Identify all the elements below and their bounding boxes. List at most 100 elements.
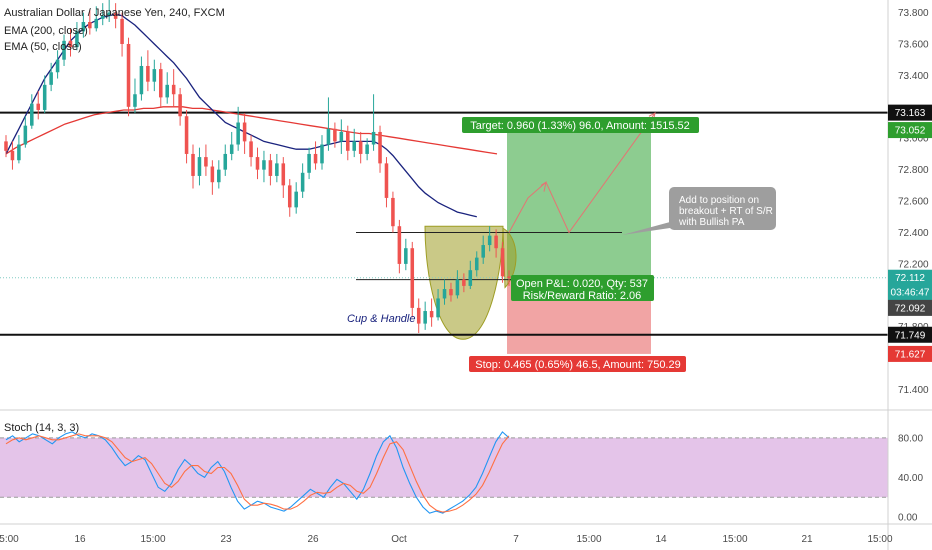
pnl-box[interactable]	[511, 275, 654, 301]
candle[interactable]	[339, 119, 344, 154]
candle[interactable]	[449, 282, 453, 302]
candle[interactable]	[371, 94, 376, 151]
stoch-pane[interactable]	[0, 431, 888, 514]
level-tag[interactable]	[888, 104, 932, 121]
candle[interactable]	[146, 50, 150, 92]
candle[interactable]	[481, 235, 485, 264]
candle[interactable]	[236, 106, 240, 151]
candle[interactable]	[158, 62, 163, 107]
candle[interactable]	[287, 179, 292, 217]
candle[interactable]	[455, 270, 460, 299]
time-axis[interactable]: 5:00 16 15:00 23 26 Oct 7 15:00 14 15:00 21 15:00	[0, 534, 893, 545]
candle[interactable]	[171, 69, 176, 107]
candle[interactable]	[55, 50, 60, 79]
candle[interactable]	[352, 128, 357, 158]
candle[interactable]	[165, 72, 169, 104]
candle[interactable]	[223, 144, 228, 176]
candle[interactable]	[100, 3, 105, 26]
candle[interactable]	[397, 219, 402, 274]
candle[interactable]	[384, 157, 389, 208]
candle[interactable]	[320, 135, 324, 170]
candle[interactable]	[275, 153, 279, 183]
candle[interactable]	[4, 135, 8, 158]
candle[interactable]	[468, 260, 473, 290]
stoch-legend[interactable]: Stoch (14, 3, 3)	[4, 422, 79, 434]
candle[interactable]	[88, 9, 92, 35]
candle[interactable]	[423, 301, 427, 330]
candle[interactable]	[23, 116, 28, 148]
candle[interactable]	[346, 125, 350, 161]
level-tag[interactable]	[888, 326, 932, 343]
candle[interactable]	[204, 144, 208, 176]
stoch-axis[interactable]: 80.00 40.00 0.00	[898, 433, 923, 523]
candle[interactable]	[217, 160, 221, 189]
candle[interactable]	[391, 191, 395, 233]
candle[interactable]	[68, 28, 73, 57]
candle[interactable]	[474, 251, 479, 277]
candle[interactable]	[36, 91, 41, 120]
candle[interactable]	[62, 34, 66, 66]
ema50-legend[interactable]: EMA (50, close)	[4, 41, 82, 53]
candle[interactable]	[10, 141, 15, 170]
candle[interactable]	[120, 12, 124, 57]
candle[interactable]	[242, 113, 247, 154]
candle[interactable]	[49, 62, 53, 92]
candle[interactable]	[307, 147, 311, 180]
candle[interactable]	[30, 94, 34, 129]
candle[interactable]	[294, 182, 298, 214]
candle[interactable]	[404, 238, 408, 271]
stop-label-box[interactable]	[469, 356, 686, 372]
candle[interactable]	[326, 97, 331, 151]
candle[interactable]	[139, 56, 144, 101]
target-label-box[interactable]	[462, 117, 699, 133]
candle[interactable]	[17, 135, 21, 164]
candle[interactable]	[81, 12, 86, 38]
candle[interactable]	[378, 125, 382, 173]
callout-box[interactable]	[669, 187, 776, 230]
candle[interactable]	[494, 229, 498, 258]
candle[interactable]	[75, 21, 79, 51]
candle[interactable]	[184, 109, 189, 164]
price-tag-last[interactable]	[888, 269, 932, 286]
candle[interactable]	[197, 147, 202, 186]
candle[interactable]	[429, 298, 434, 327]
candle[interactable]	[365, 138, 369, 161]
candle[interactable]	[333, 122, 337, 148]
candle[interactable]	[462, 273, 466, 293]
target-zone-rect[interactable]	[507, 130, 651, 281]
candle[interactable]	[313, 141, 318, 170]
candle[interactable]	[210, 160, 215, 195]
price-tag-target[interactable]	[888, 122, 932, 139]
candle[interactable]	[281, 157, 286, 198]
candle[interactable]	[249, 135, 253, 167]
candle[interactable]	[107, 0, 111, 22]
candle[interactable]	[358, 131, 363, 164]
candle[interactable]	[507, 270, 511, 286]
candle[interactable]	[268, 153, 273, 186]
candle[interactable]	[500, 241, 505, 283]
candle[interactable]	[133, 78, 137, 114]
projection-arrow-target[interactable]	[545, 112, 656, 234]
candle[interactable]	[262, 150, 266, 183]
ema200-polyline[interactable]	[5, 106, 498, 155]
candle[interactable]	[487, 226, 492, 252]
stoch-k-line[interactable]	[5, 431, 510, 514]
price-tag-stop[interactable]	[888, 345, 932, 362]
candle[interactable]	[152, 59, 157, 92]
projection-arrow-up[interactable]	[508, 181, 547, 233]
candle[interactable]	[94, 6, 99, 32]
symbol-legend[interactable]: Australian Dollar / Japanese Yen, 240, F…	[4, 7, 225, 19]
price-tag-entry[interactable]	[888, 299, 932, 316]
candle[interactable]	[229, 131, 234, 161]
candle[interactable]	[178, 87, 182, 126]
price-tag-countdown[interactable]	[888, 284, 932, 301]
candle[interactable]	[416, 298, 421, 334]
candle[interactable]	[436, 289, 440, 321]
price-pane[interactable]: Target: 0.960 (1.33%) 96.0, Amount: 1515…	[0, 0, 888, 410]
ema200-legend[interactable]: EMA (200, close)	[4, 25, 88, 37]
candle[interactable]	[255, 147, 260, 180]
candle[interactable]	[126, 37, 131, 117]
candle[interactable]	[42, 75, 47, 114]
candle[interactable]	[191, 144, 195, 189]
